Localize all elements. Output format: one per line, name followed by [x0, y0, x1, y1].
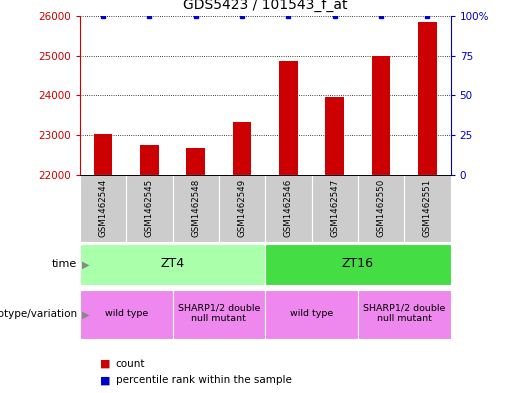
Text: ▶: ▶	[82, 259, 90, 269]
Text: GSM1462551: GSM1462551	[423, 179, 432, 237]
Bar	[358, 290, 451, 339]
Bar	[325, 97, 344, 175]
Bar	[126, 175, 173, 242]
Text: percentile rank within the sample: percentile rank within the sample	[116, 375, 292, 386]
Bar	[80, 175, 126, 242]
Text: GSM1462549: GSM1462549	[237, 179, 247, 237]
Bar	[173, 175, 219, 242]
Bar	[265, 175, 312, 242]
Bar	[265, 244, 451, 285]
Bar	[265, 290, 358, 339]
Text: GSM1462547: GSM1462547	[330, 179, 339, 237]
Text: wild type: wild type	[290, 309, 333, 318]
Bar	[404, 175, 451, 242]
Bar	[279, 61, 298, 175]
Text: wild type: wild type	[105, 309, 148, 318]
Bar	[233, 122, 251, 175]
Text: time: time	[52, 259, 77, 269]
Text: ■: ■	[100, 358, 111, 369]
Bar	[418, 22, 437, 175]
Text: SHARP1/2 double
null mutant: SHARP1/2 double null mutant	[363, 304, 445, 323]
Bar	[94, 134, 112, 175]
Title: GDS5423 / 101543_f_at: GDS5423 / 101543_f_at	[183, 0, 348, 12]
Bar	[140, 145, 159, 175]
Text: GSM1462544: GSM1462544	[98, 179, 108, 237]
Text: GSM1462546: GSM1462546	[284, 179, 293, 237]
Bar	[358, 175, 404, 242]
Text: GSM1462550: GSM1462550	[376, 179, 386, 237]
Text: GSM1462548: GSM1462548	[191, 179, 200, 237]
Text: ZT4: ZT4	[161, 257, 184, 270]
Bar	[372, 55, 390, 175]
Text: ▶: ▶	[82, 309, 90, 320]
Bar	[173, 290, 265, 339]
Text: count: count	[116, 358, 145, 369]
Text: ■: ■	[100, 375, 111, 386]
Text: genotype/variation: genotype/variation	[0, 309, 77, 320]
Bar	[80, 290, 173, 339]
Bar	[80, 244, 265, 285]
Bar	[219, 175, 265, 242]
Bar	[312, 175, 358, 242]
Bar	[186, 148, 205, 175]
Text: GSM1462545: GSM1462545	[145, 179, 154, 237]
Text: SHARP1/2 double
null mutant: SHARP1/2 double null mutant	[178, 304, 260, 323]
Text: ZT16: ZT16	[342, 257, 374, 270]
